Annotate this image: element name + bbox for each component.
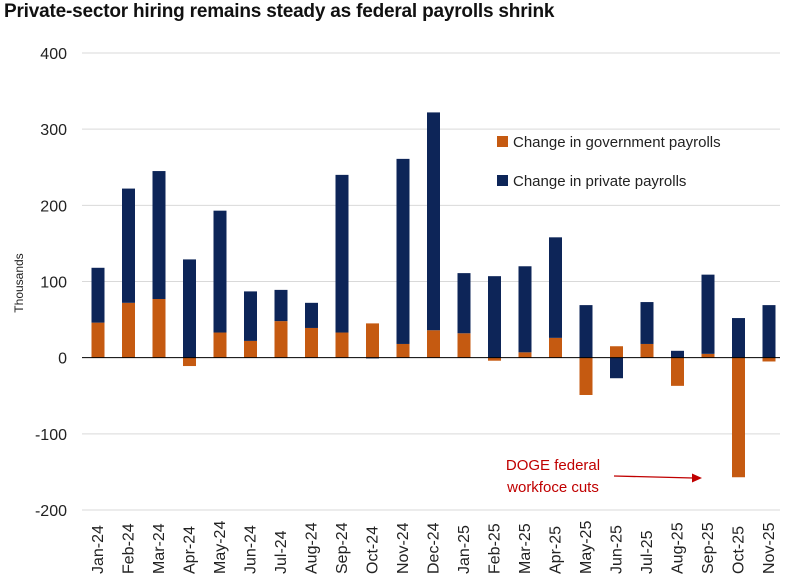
bar-government <box>457 333 471 358</box>
y-tick-label: 300 <box>40 122 67 139</box>
y-tick-label: 0 <box>58 351 67 368</box>
bar-private <box>610 357 623 379</box>
bar-private <box>91 267 105 323</box>
legend: Change in government payrolls Change in p… <box>497 134 721 190</box>
x-tick-label: May-25 <box>578 521 595 574</box>
bar-government <box>518 352 532 358</box>
bar-government <box>549 337 562 358</box>
bar-government <box>640 343 654 358</box>
x-tick-label: Jan-25 <box>456 525 473 574</box>
legend-label: Change in government payrolls <box>513 134 721 151</box>
bar-government <box>610 346 623 358</box>
legend-swatch <box>497 175 508 186</box>
x-tick-label: Dec-24 <box>426 522 443 574</box>
x-tick-label: Jan-24 <box>90 525 107 574</box>
x-tick-label: Apr-24 <box>182 526 199 574</box>
bar-private <box>396 158 410 344</box>
bar-private <box>213 210 227 333</box>
bar-private <box>549 237 562 338</box>
x-tick-label: Oct-25 <box>731 526 748 574</box>
x-tick-label: Apr-25 <box>548 526 565 574</box>
x-tick-label: Sep-25 <box>700 522 717 574</box>
bar-government <box>701 353 715 358</box>
bar-private <box>244 291 257 341</box>
bar-private <box>732 318 745 358</box>
x-tick-label: Mar-25 <box>517 523 534 574</box>
bar-government <box>762 357 776 362</box>
x-tick-label: Jul-25 <box>639 530 656 574</box>
bar-private <box>671 350 684 358</box>
bar-layer <box>82 112 780 478</box>
x-tick-label: Jul-24 <box>273 530 290 574</box>
bar-government <box>305 327 318 358</box>
bar-private <box>488 276 501 358</box>
annotation-line-2: workfoce cuts <box>506 479 599 496</box>
x-tick-label: May-24 <box>212 521 229 574</box>
x-tick-label: Feb-24 <box>121 523 138 574</box>
x-axis-ticks: Jan-24 Feb-24 Mar-24 Apr-24 May-24 Jun-24 Jul-… <box>90 521 778 574</box>
bar-private <box>518 266 532 353</box>
legend-swatch <box>497 136 508 147</box>
chart-title: Private-sector hiring remains steady as … <box>4 1 555 22</box>
bar-private <box>701 274 715 354</box>
bar-private <box>335 174 349 333</box>
bar-government <box>183 357 196 367</box>
y-tick-label: 200 <box>40 198 67 215</box>
annotation: DOGE federal workfoce cuts <box>506 457 702 496</box>
y-axis-ticks: 400 300 200 100 0 -100 -200 <box>35 46 67 520</box>
bar-government <box>671 357 684 386</box>
bar-government <box>91 322 105 358</box>
x-tick-label: Sep-24 <box>334 522 351 574</box>
annotation-line-1: DOGE federal <box>506 457 600 474</box>
x-tick-label: Nov-25 <box>761 522 778 574</box>
bar-private <box>122 188 135 303</box>
x-tick-label: Nov-24 <box>395 522 412 574</box>
bar-private <box>274 289 288 322</box>
legend-label: Change in private payrolls <box>513 173 686 190</box>
annotation-arrow-line <box>613 475 694 479</box>
bar-government <box>732 357 745 478</box>
bar-government <box>244 340 257 358</box>
bar-private <box>183 259 196 358</box>
bar-government <box>213 332 227 358</box>
bar-private <box>152 171 166 300</box>
bar-government <box>274 321 288 358</box>
bar-government <box>488 357 501 361</box>
x-tick-label: Mar-24 <box>151 523 168 574</box>
bar-government <box>579 357 593 395</box>
bar-government <box>335 332 349 358</box>
y-tick-label: 100 <box>40 275 67 292</box>
x-tick-label: Jun-24 <box>243 525 260 574</box>
y-axis-label: Thousands <box>12 253 26 312</box>
x-tick-label: Aug-25 <box>670 522 687 574</box>
x-tick-label: Oct-24 <box>365 526 382 574</box>
bar-private <box>579 305 593 358</box>
bar-private <box>457 273 471 334</box>
bar-government <box>122 302 135 358</box>
x-tick-label: Feb-25 <box>487 523 504 574</box>
annotation-arrow-head <box>692 473 702 483</box>
bar-private <box>427 112 440 331</box>
y-tick-label: -100 <box>35 427 67 444</box>
bar-government <box>427 330 440 358</box>
x-tick-label: Aug-24 <box>304 522 321 574</box>
bar-private <box>762 305 776 358</box>
bar-government <box>366 323 379 358</box>
y-tick-label: -200 <box>35 503 67 520</box>
bar-private <box>305 302 318 328</box>
y-tick-label: 400 <box>40 46 67 63</box>
bar-private <box>640 302 654 344</box>
x-tick-label: Jun-25 <box>609 525 626 574</box>
bar-government <box>152 299 166 358</box>
bar-government <box>396 343 410 358</box>
